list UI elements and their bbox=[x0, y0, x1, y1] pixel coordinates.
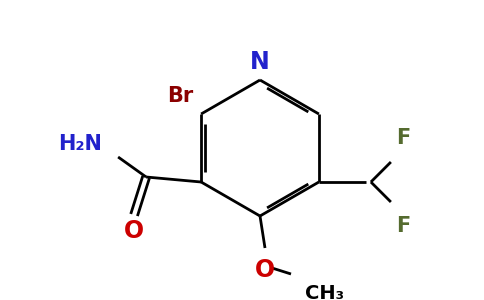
Text: O: O bbox=[124, 219, 144, 243]
Text: CH₃: CH₃ bbox=[305, 284, 344, 300]
Text: F: F bbox=[396, 216, 410, 236]
Text: F: F bbox=[396, 128, 410, 148]
Text: H₂N: H₂N bbox=[58, 134, 102, 154]
Text: N: N bbox=[250, 50, 270, 74]
Text: Br: Br bbox=[167, 86, 193, 106]
Text: O: O bbox=[255, 258, 275, 282]
